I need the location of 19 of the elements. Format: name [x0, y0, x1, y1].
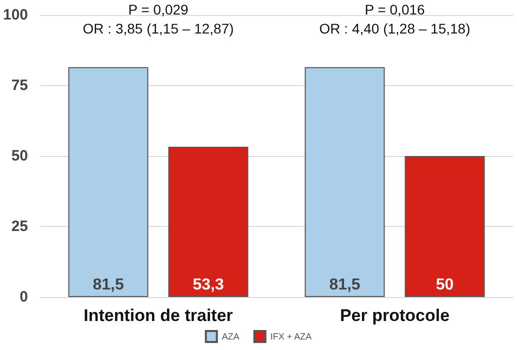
y-tick-label: 50 — [11, 148, 28, 164]
data-label: 50 — [436, 276, 454, 294]
annotation: P = 0,029 OR : 3,85 (1,15 – 12,87) — [82, 2, 234, 36]
legend-label: AZA — [222, 332, 240, 342]
y-tick-label: 0 — [20, 288, 28, 306]
data-label: 81,5 — [329, 276, 360, 294]
x-tick-label: Per protocole — [340, 306, 450, 325]
bar — [168, 146, 248, 297]
y-tick-label: 25 — [11, 218, 28, 235]
data-label: 53,3 — [192, 276, 224, 294]
x-tick-label: Intention de traiter — [84, 306, 234, 325]
legend-label: IFX + AZA — [270, 332, 312, 342]
y-tick-label: 100 — [2, 6, 28, 24]
bar — [304, 67, 385, 297]
annotation: P = 0,016 OR : 4,40 (1,28 – 15,18) — [319, 2, 470, 36]
y-tick-label: 75 — [11, 77, 28, 94]
data-label: 81,5 — [92, 276, 124, 294]
bar — [404, 156, 485, 297]
bar — [68, 67, 148, 297]
